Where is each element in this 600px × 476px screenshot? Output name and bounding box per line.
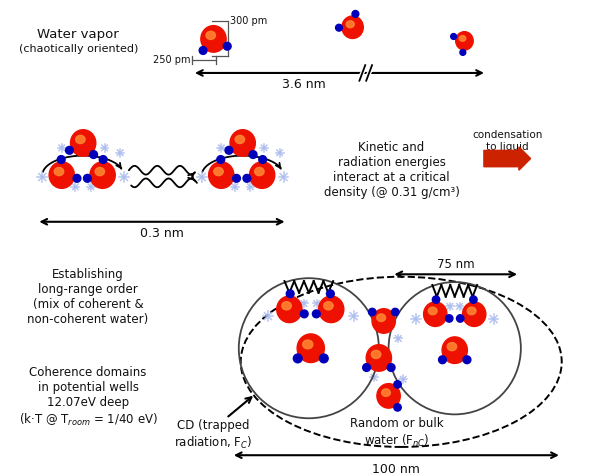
Circle shape <box>199 47 207 54</box>
Circle shape <box>217 156 224 163</box>
Circle shape <box>457 315 464 322</box>
Ellipse shape <box>230 129 256 156</box>
Ellipse shape <box>201 26 226 52</box>
Circle shape <box>368 308 376 316</box>
Circle shape <box>463 356 471 364</box>
Text: Establishing
long-range order
(mix of coherent &
non-coherent water): Establishing long-range order (mix of co… <box>28 268 149 326</box>
Circle shape <box>326 290 334 298</box>
Ellipse shape <box>346 21 354 28</box>
Circle shape <box>259 156 266 163</box>
Text: 75 nm: 75 nm <box>437 258 475 271</box>
Circle shape <box>233 174 241 182</box>
Circle shape <box>433 296 440 303</box>
Ellipse shape <box>442 337 467 364</box>
Circle shape <box>73 174 81 182</box>
Circle shape <box>387 364 395 371</box>
Ellipse shape <box>214 168 223 176</box>
Ellipse shape <box>371 350 381 358</box>
Ellipse shape <box>209 162 234 188</box>
Circle shape <box>362 364 370 371</box>
Circle shape <box>83 174 91 182</box>
Circle shape <box>249 151 257 159</box>
Text: Random or bulk
water (F$_{nC}$): Random or bulk water (F$_{nC}$) <box>350 417 443 448</box>
Ellipse shape <box>297 334 325 363</box>
Text: Coherence domains
in potential wells
12.07eV deep
(k·T @ T$_{room}$ = 1/40 eV): Coherence domains in potential wells 12.… <box>19 366 157 427</box>
Circle shape <box>286 290 294 298</box>
Ellipse shape <box>467 307 476 315</box>
Ellipse shape <box>342 16 363 39</box>
Circle shape <box>392 308 399 316</box>
Ellipse shape <box>54 168 64 176</box>
Text: 300 pm: 300 pm <box>230 16 267 26</box>
Circle shape <box>223 42 231 50</box>
Ellipse shape <box>459 36 466 41</box>
Ellipse shape <box>323 302 333 310</box>
Circle shape <box>225 147 233 154</box>
Ellipse shape <box>302 340 313 349</box>
Ellipse shape <box>447 343 457 351</box>
Ellipse shape <box>366 345 391 371</box>
FancyArrow shape <box>484 147 530 170</box>
Ellipse shape <box>424 302 447 327</box>
Circle shape <box>65 147 73 154</box>
Circle shape <box>99 156 107 163</box>
Ellipse shape <box>206 31 215 40</box>
Text: (chaotically oriented): (chaotically oriented) <box>19 44 138 54</box>
Ellipse shape <box>372 309 395 333</box>
Circle shape <box>460 50 466 55</box>
Ellipse shape <box>95 168 104 176</box>
Ellipse shape <box>71 129 96 156</box>
Circle shape <box>243 174 251 182</box>
Text: 100 nm: 100 nm <box>373 463 420 476</box>
Ellipse shape <box>235 135 245 144</box>
Circle shape <box>470 296 477 303</box>
Ellipse shape <box>377 384 400 408</box>
Circle shape <box>335 24 343 31</box>
Ellipse shape <box>382 389 391 397</box>
Text: CD (trapped
radiation, F$_C$): CD (trapped radiation, F$_C$) <box>174 419 253 451</box>
Ellipse shape <box>319 296 344 323</box>
Ellipse shape <box>377 314 386 321</box>
Circle shape <box>58 156 65 163</box>
Ellipse shape <box>282 302 292 310</box>
Text: Kinetic and
radiation energies
interact at a critical
density (@ 0.31 g/cm³): Kinetic and radiation energies interact … <box>323 141 460 199</box>
Ellipse shape <box>76 135 85 144</box>
Circle shape <box>394 381 401 388</box>
Ellipse shape <box>463 302 486 327</box>
Circle shape <box>439 356 446 364</box>
Ellipse shape <box>90 162 115 188</box>
Text: condensation
to liquid: condensation to liquid <box>472 130 542 152</box>
Ellipse shape <box>455 32 473 50</box>
Text: 0.3 nm: 0.3 nm <box>140 227 184 240</box>
Circle shape <box>319 354 328 363</box>
Ellipse shape <box>254 168 264 176</box>
Ellipse shape <box>250 162 275 188</box>
Circle shape <box>301 310 308 318</box>
Circle shape <box>446 315 453 322</box>
Circle shape <box>451 34 457 40</box>
Text: 250 pm: 250 pm <box>152 55 190 65</box>
Circle shape <box>352 10 359 17</box>
Circle shape <box>89 151 97 159</box>
Ellipse shape <box>428 307 437 315</box>
Ellipse shape <box>49 162 74 188</box>
Text: 3.6 nm: 3.6 nm <box>282 78 326 91</box>
Circle shape <box>313 310 320 318</box>
Text: Water vapor: Water vapor <box>37 28 119 40</box>
Ellipse shape <box>277 296 302 323</box>
Circle shape <box>293 354 302 363</box>
Circle shape <box>394 404 401 411</box>
